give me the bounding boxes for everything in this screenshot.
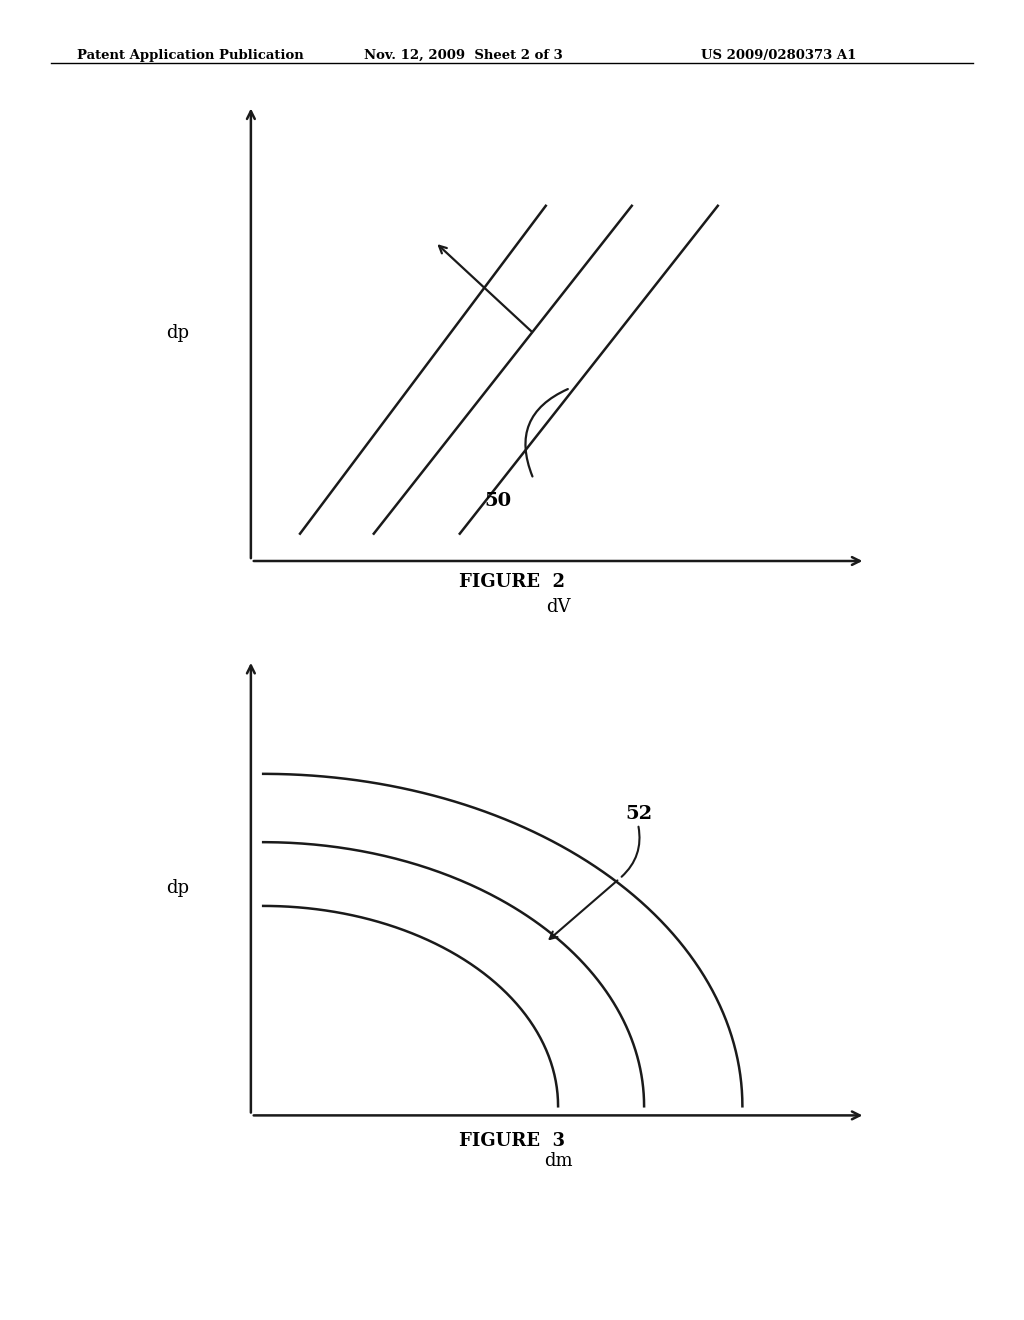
- Text: 52: 52: [626, 805, 652, 824]
- Text: FIGURE  3: FIGURE 3: [459, 1131, 565, 1150]
- Text: 50: 50: [484, 492, 511, 511]
- Text: dm: dm: [544, 1152, 572, 1170]
- Text: dp: dp: [166, 879, 188, 896]
- Text: US 2009/0280373 A1: US 2009/0280373 A1: [701, 49, 857, 62]
- Text: Nov. 12, 2009  Sheet 2 of 3: Nov. 12, 2009 Sheet 2 of 3: [364, 49, 562, 62]
- Text: Patent Application Publication: Patent Application Publication: [77, 49, 303, 62]
- Text: FIGURE  2: FIGURE 2: [459, 573, 565, 591]
- Text: dp: dp: [166, 325, 188, 342]
- Text: dV: dV: [546, 598, 570, 615]
